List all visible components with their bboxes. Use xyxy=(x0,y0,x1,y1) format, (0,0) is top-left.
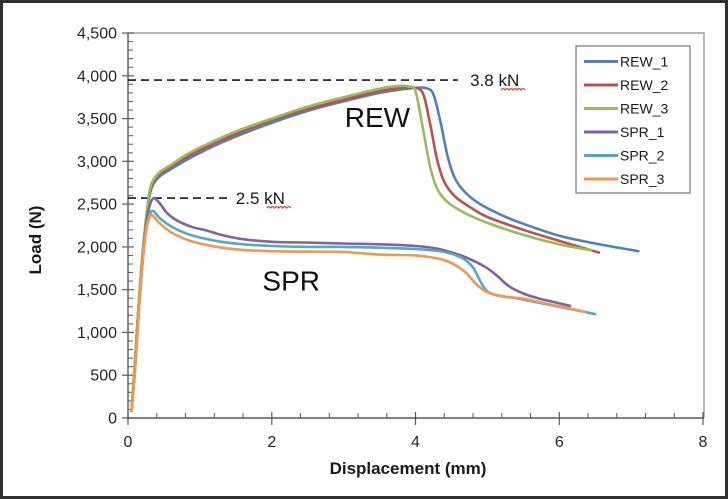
series-SPR_3 xyxy=(130,213,586,413)
y-tick-label: 500 xyxy=(90,368,117,385)
series-REW_2 xyxy=(130,85,601,413)
annotation-label: 3.8 kN xyxy=(470,71,519,90)
legend-box xyxy=(575,45,691,194)
series-REW_1 xyxy=(130,86,640,413)
series-REW_3 xyxy=(130,84,593,413)
legend-label-REW_2: REW_2 xyxy=(620,77,668,93)
axis-tick-labels: 0 500 1,000 1,500 2,000 2,500 3,000 3,500 4,000 4… xyxy=(77,26,708,452)
group-label-rew: REW xyxy=(345,102,411,133)
spellcheck-squiggle xyxy=(500,88,526,92)
y-tick-label: 2,000 xyxy=(77,239,117,256)
annotation-label: 2.5 kN xyxy=(236,189,285,208)
y-tick-label: 2,500 xyxy=(77,197,117,214)
legend-label-SPR_1: SPR_1 xyxy=(620,124,665,140)
legend-label-SPR_2: SPR_2 xyxy=(620,148,665,164)
load-displacement-chart: 0 500 1,000 1,500 2,000 2,500 3,000 3,500 4,000 4… xyxy=(26,26,708,479)
y-tick-label: 3,500 xyxy=(77,111,117,128)
y-axis-title: Load (N) xyxy=(26,206,45,275)
plot-border-line xyxy=(128,32,705,418)
series-SPR_1 xyxy=(130,196,572,413)
y-tick-label: 0 xyxy=(108,411,117,428)
group-label-spr: SPR xyxy=(262,265,320,296)
series-SPR_2 xyxy=(130,209,597,413)
legend-label-REW_3: REW_3 xyxy=(620,101,668,117)
x-tick-label: 2 xyxy=(267,434,276,451)
x-tick-label: 6 xyxy=(555,434,564,451)
annotations: 3.8 kN 2.5 kN xyxy=(128,71,526,210)
x-tick-label: 8 xyxy=(699,434,708,451)
series-lines xyxy=(130,84,640,413)
y-tick-label: 1,500 xyxy=(77,282,117,299)
x-tick-label: 4 xyxy=(411,434,420,451)
legend-label-SPR_3: SPR_3 xyxy=(620,171,665,187)
spellcheck-squiggle xyxy=(266,206,292,210)
legend-label-REW_1: REW_1 xyxy=(620,54,668,70)
curve-group-labels: REW SPR xyxy=(262,102,410,296)
y-tick-label: 3,000 xyxy=(77,154,117,171)
y-tick-label: 4,000 xyxy=(77,68,117,85)
y-tick-label: 1,000 xyxy=(77,325,117,342)
legend: REW_1 REW_2 REW_3 SPR_1 SPR_2 SPR_3 xyxy=(575,45,691,194)
x-tick-label: 0 xyxy=(124,434,133,451)
x-axis-title: Displacement (mm) xyxy=(330,459,487,478)
y-tick-label: 4,500 xyxy=(77,26,117,43)
